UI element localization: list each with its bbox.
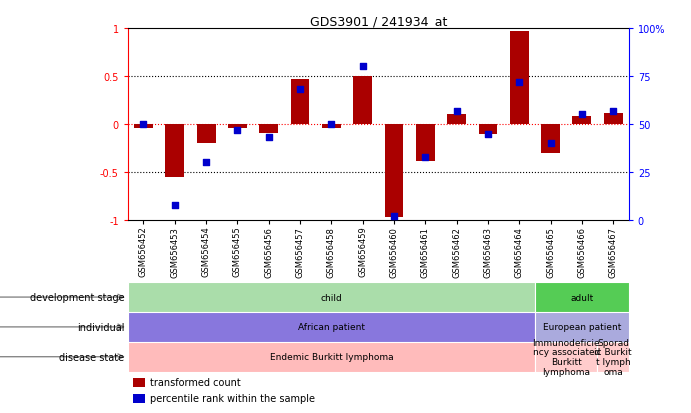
Text: development stage: development stage	[30, 292, 124, 302]
Point	[607, 108, 618, 115]
Bar	[291, 80, 310, 125]
Bar	[535, 312, 629, 342]
Bar	[604, 113, 623, 125]
Text: percentile rank within the sample: percentile rank within the sample	[151, 394, 315, 404]
Text: child: child	[321, 293, 342, 302]
Point	[545, 140, 556, 147]
Bar	[128, 342, 535, 372]
Text: individual: individual	[77, 322, 124, 332]
Point	[326, 121, 337, 128]
Bar	[478, 125, 498, 134]
Point	[419, 154, 430, 161]
Bar	[510, 32, 529, 125]
Bar	[322, 125, 341, 128]
Point	[451, 108, 462, 115]
Bar	[535, 342, 598, 372]
Bar	[165, 125, 184, 178]
Bar	[353, 77, 372, 125]
Point	[576, 112, 587, 119]
Point	[138, 121, 149, 128]
Point	[200, 160, 211, 166]
Bar	[133, 394, 145, 403]
Point	[513, 79, 524, 86]
Bar	[228, 125, 247, 128]
Bar	[128, 282, 535, 312]
Bar	[197, 125, 216, 144]
Bar	[572, 117, 591, 125]
Bar	[598, 342, 629, 372]
Bar	[259, 125, 278, 133]
Bar	[385, 125, 404, 218]
Point	[482, 131, 493, 138]
Bar	[133, 377, 145, 387]
Bar	[134, 125, 153, 128]
Text: African patient: African patient	[298, 323, 365, 332]
Bar	[541, 125, 560, 154]
Point	[357, 64, 368, 71]
Text: disease state: disease state	[59, 352, 124, 362]
Point	[294, 87, 305, 93]
Point	[169, 202, 180, 209]
Title: GDS3901 / 241934_at: GDS3901 / 241934_at	[310, 15, 447, 28]
Text: Immunodeficie
ncy associated
Burkitt
lymphoma: Immunodeficie ncy associated Burkitt lym…	[532, 338, 600, 376]
Bar	[416, 125, 435, 161]
Text: European patient: European patient	[542, 323, 621, 332]
Bar	[128, 312, 535, 342]
Point	[388, 214, 399, 220]
Text: adult: adult	[570, 293, 594, 302]
Bar	[447, 115, 466, 125]
Bar	[535, 282, 629, 312]
Text: Endemic Burkitt lymphoma: Endemic Burkitt lymphoma	[269, 352, 393, 361]
Point	[232, 127, 243, 134]
Text: transformed count: transformed count	[151, 377, 241, 387]
Point	[263, 135, 274, 141]
Text: Sporad
ic Burkit
t lymph
oma: Sporad ic Burkit t lymph oma	[594, 338, 632, 376]
